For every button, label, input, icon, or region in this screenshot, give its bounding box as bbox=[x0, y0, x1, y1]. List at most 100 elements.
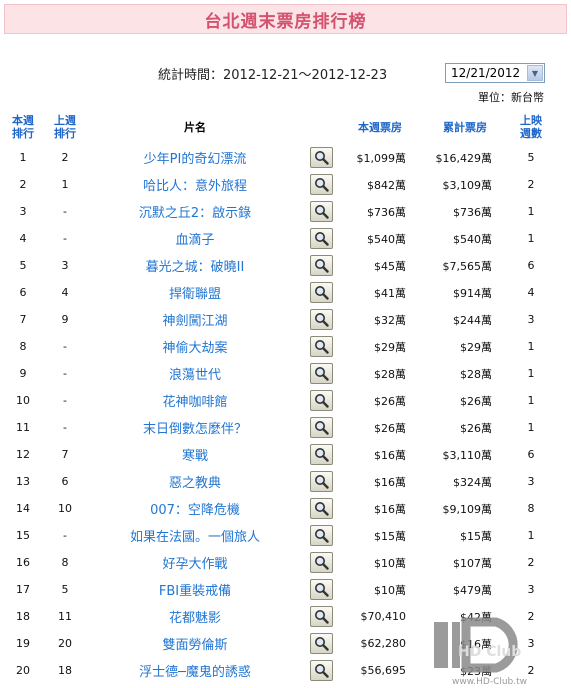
watermark-brand: HD Club bbox=[458, 644, 521, 660]
movie-title-link[interactable]: 血滴子 bbox=[175, 233, 215, 248]
movie-title-link[interactable]: 浮士德─魔鬼的誘惑 bbox=[139, 665, 251, 680]
search-button[interactable] bbox=[310, 579, 333, 600]
weekend-gross-cell: $16萬 bbox=[374, 475, 406, 489]
rank-cell: 18 bbox=[16, 610, 30, 623]
movie-title-link[interactable]: 末日倒數怎麼伴？ bbox=[142, 422, 247, 437]
total-gross-cell: $28萬 bbox=[460, 367, 492, 381]
search-button-cell bbox=[309, 360, 334, 387]
magnifier-icon bbox=[315, 502, 329, 516]
search-button[interactable] bbox=[310, 525, 333, 546]
movie-title-link[interactable]: 好孕大作戰 bbox=[162, 557, 228, 572]
rank-cell: 2 bbox=[19, 178, 27, 191]
weeks-cell: 3 bbox=[527, 637, 535, 650]
movie-title-link[interactable]: 007：空降危機 bbox=[150, 503, 240, 518]
total-gross-cell: $736萬 bbox=[453, 205, 492, 219]
search-button[interactable] bbox=[310, 471, 333, 492]
movie-title-link[interactable]: 惡之教典 bbox=[168, 476, 221, 491]
rank-cell: 15 bbox=[16, 529, 30, 542]
total-gross-cell: $26萬 bbox=[460, 394, 492, 408]
search-button-cell bbox=[309, 225, 334, 252]
total-gross-cell: $26萬 bbox=[460, 421, 492, 435]
search-button[interactable] bbox=[310, 363, 333, 384]
search-button[interactable] bbox=[310, 552, 333, 573]
movie-title-link[interactable]: 沉默之丘2：啟示錄 bbox=[138, 206, 252, 221]
search-button[interactable] bbox=[310, 174, 333, 195]
last-rank-cell: 18 bbox=[58, 664, 72, 677]
magnifier-icon bbox=[315, 394, 329, 408]
search-button[interactable] bbox=[310, 633, 333, 654]
search-button[interactable] bbox=[310, 606, 333, 627]
movie-title-link[interactable]: FBI重裝戒備 bbox=[158, 584, 232, 599]
movie-title-link[interactable]: 花神咖啡館 bbox=[162, 395, 228, 410]
search-button-cell bbox=[309, 279, 334, 306]
movie-title-link[interactable]: 少年PI的奇幻漂流 bbox=[143, 152, 247, 167]
movie-title-link[interactable]: 如果在法國。一個旅人 bbox=[129, 530, 260, 545]
search-button-cell bbox=[309, 171, 334, 198]
movie-title-link[interactable]: 浪蕩世代 bbox=[168, 368, 221, 383]
search-button[interactable] bbox=[310, 309, 333, 330]
search-button[interactable] bbox=[310, 228, 333, 249]
search-button[interactable] bbox=[310, 255, 333, 276]
chevron-down-icon[interactable]: ▼ bbox=[527, 65, 543, 81]
movie-title-link[interactable]: 寒戰 bbox=[181, 449, 208, 464]
rank-cell: 12 bbox=[16, 448, 30, 461]
magnifier-icon bbox=[315, 151, 329, 165]
page-title: 台北週末票房排行榜 bbox=[204, 11, 367, 32]
weeks-cell: 3 bbox=[527, 475, 535, 488]
movie-title-link[interactable]: 花都魅影 bbox=[168, 611, 221, 626]
search-button[interactable] bbox=[310, 660, 333, 681]
last-rank-cell: - bbox=[63, 232, 67, 245]
search-button[interactable] bbox=[310, 147, 333, 168]
weekend-gross-cell: $56,695 bbox=[360, 664, 407, 677]
search-button-cell bbox=[309, 306, 334, 333]
search-button[interactable] bbox=[310, 417, 333, 438]
total-gross-cell: $15萬 bbox=[460, 529, 492, 543]
table-row: 6 4 捍衛聯盟 $41萬 $914萬 4 bbox=[0, 279, 571, 306]
last-rank-cell: 6 bbox=[61, 475, 69, 488]
weekend-gross-cell: $16萬 bbox=[374, 502, 406, 516]
movie-title-link[interactable]: 暮光之城：破曉II bbox=[145, 260, 245, 275]
search-button[interactable] bbox=[310, 336, 333, 357]
magnifier-icon bbox=[315, 475, 329, 489]
table-row: 5 3 暮光之城：破曉II $45萬 $7,565萬 6 bbox=[0, 252, 571, 279]
last-rank-cell: 10 bbox=[58, 502, 72, 515]
movie-title-link[interactable]: 神偷大劫案 bbox=[162, 341, 228, 356]
table-row: 15 - 如果在法國。一個旅人 $15萬 $15萬 1 bbox=[0, 522, 571, 549]
search-button-cell bbox=[309, 441, 334, 468]
weeks-cell: 2 bbox=[527, 610, 535, 623]
date-select[interactable]: 12/21/2012 ▼ bbox=[445, 63, 545, 83]
movie-title-link[interactable]: 哈比人：意外旅程 bbox=[142, 179, 247, 194]
weeks-cell: 1 bbox=[527, 367, 535, 380]
title-bar: 台北週末票房排行榜 bbox=[4, 4, 567, 34]
weeks-cell: 8 bbox=[527, 502, 535, 515]
search-button-cell bbox=[309, 414, 334, 441]
table-header: 本週排行 上週排行 片名 本週票房 累計票房 上映週數 bbox=[0, 110, 571, 144]
total-gross-cell: $244萬 bbox=[453, 313, 492, 327]
total-gross-cell: $479萬 bbox=[453, 583, 492, 597]
table-row: 20 18 浮士德─魔鬼的誘惑 $56,695 $23萬 2 bbox=[0, 657, 571, 684]
total-gross-cell: $3,109萬 bbox=[442, 178, 493, 192]
weekend-gross-cell: $540萬 bbox=[367, 232, 406, 246]
search-button[interactable] bbox=[310, 390, 333, 411]
weekend-gross-cell: $1,099萬 bbox=[356, 151, 407, 165]
weeks-cell: 1 bbox=[527, 232, 535, 245]
magnifier-icon bbox=[315, 205, 329, 219]
weekend-gross-cell: $28萬 bbox=[374, 367, 406, 381]
rank-cell: 4 bbox=[19, 232, 27, 245]
magnifier-icon bbox=[315, 178, 329, 192]
movie-title-link[interactable]: 雙面勞倫斯 bbox=[162, 638, 228, 653]
search-button[interactable] bbox=[310, 282, 333, 303]
magnifier-icon bbox=[315, 421, 329, 435]
search-button[interactable] bbox=[310, 498, 333, 519]
table-row: 14 10 007：空降危機 $16萬 $9,109萬 8 bbox=[0, 495, 571, 522]
table-row: 1 2 少年PI的奇幻漂流 $1,099萬 $16,429萬 5 bbox=[0, 144, 571, 171]
search-button[interactable] bbox=[310, 444, 333, 465]
table-row: 8 - 神偷大劫案 $29萬 $29萬 1 bbox=[0, 333, 571, 360]
search-button[interactable] bbox=[310, 201, 333, 222]
movie-title-link[interactable]: 捍衛聯盟 bbox=[168, 287, 221, 302]
rank-cell: 20 bbox=[16, 664, 30, 677]
header-total-gross: 累計票房 bbox=[443, 120, 487, 134]
last-rank-cell: 1 bbox=[61, 178, 69, 191]
movie-title-link[interactable]: 神劍闖江湖 bbox=[162, 314, 228, 329]
watermark-logo: HD Club www.HD-Club.tw bbox=[434, 617, 527, 687]
